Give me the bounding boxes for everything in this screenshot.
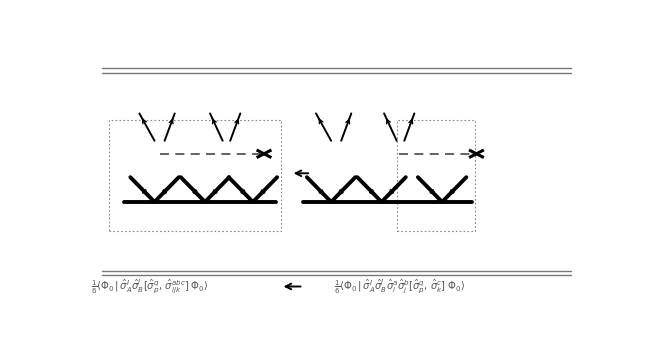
Bar — [109, 120, 281, 231]
Text: $\frac{1}{6}\langle\Phi_0\,|\,\hat{\sigma}^I_A\hat{\sigma}^J_B[\hat{\sigma}^q_p,: $\frac{1}{6}\langle\Phi_0\,|\,\hat{\sigm… — [91, 277, 209, 296]
Text: $\frac{1}{6}\langle\Phi_0\,|\,\hat{\sigma}^I_A\hat{\sigma}^J_B\hat{\sigma}^a_i\h: $\frac{1}{6}\langle\Phi_0\,|\,\hat{\sigm… — [333, 277, 465, 296]
Bar — [396, 120, 475, 231]
